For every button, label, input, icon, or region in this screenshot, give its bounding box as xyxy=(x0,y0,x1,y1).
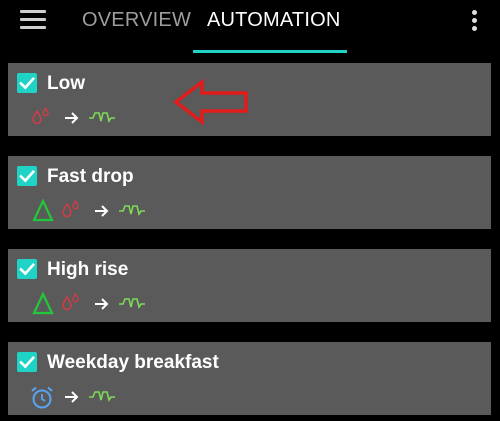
pump-signal-icon xyxy=(119,298,145,309)
arrow-right-icon xyxy=(95,205,109,217)
checkmark-icon xyxy=(19,169,36,183)
red-outline-arrow-icon xyxy=(173,78,248,126)
pump-signal-icon xyxy=(89,391,115,402)
hamburger-menu-icon[interactable] xyxy=(20,10,46,30)
delta-triangle-icon xyxy=(32,199,54,222)
checkmark-icon xyxy=(19,355,36,369)
active-tab-indicator xyxy=(193,50,347,53)
pump-signal-icon xyxy=(119,205,145,216)
tab-automation[interactable]: AUTOMATION xyxy=(207,9,341,31)
automation-card-fast-drop[interactable]: Fast drop xyxy=(8,156,491,229)
automation-card-high-rise[interactable]: High rise xyxy=(8,249,491,322)
checkmark-icon xyxy=(19,262,36,276)
enabled-checkbox[interactable] xyxy=(17,166,37,186)
app-bar: OVERVIEW AUTOMATION xyxy=(0,0,500,58)
delta-triangle-icon xyxy=(32,292,54,315)
automation-title: High rise xyxy=(47,259,129,280)
alarm-clock-icon xyxy=(31,386,53,409)
automation-card-low[interactable]: Low xyxy=(8,63,491,136)
arrow-right-icon xyxy=(65,391,79,403)
automation-card-weekday-breakfast[interactable]: Weekday breakfast xyxy=(8,342,491,415)
more-vert-icon[interactable] xyxy=(468,10,480,34)
enabled-checkbox[interactable] xyxy=(17,73,37,93)
automation-title: Low xyxy=(47,73,85,94)
blood-drop-icon xyxy=(62,292,79,311)
automation-title: Weekday breakfast xyxy=(47,352,219,373)
blood-drop-icon xyxy=(62,199,79,218)
enabled-checkbox[interactable] xyxy=(17,352,37,372)
arrow-right-icon xyxy=(65,112,79,124)
automation-title: Fast drop xyxy=(47,166,134,187)
checkmark-icon xyxy=(19,76,36,90)
tab-overview[interactable]: OVERVIEW xyxy=(82,9,192,31)
enabled-checkbox[interactable] xyxy=(17,259,37,279)
arrow-right-icon xyxy=(95,298,109,310)
blood-drop-icon xyxy=(32,106,49,125)
pump-signal-icon xyxy=(89,112,115,123)
